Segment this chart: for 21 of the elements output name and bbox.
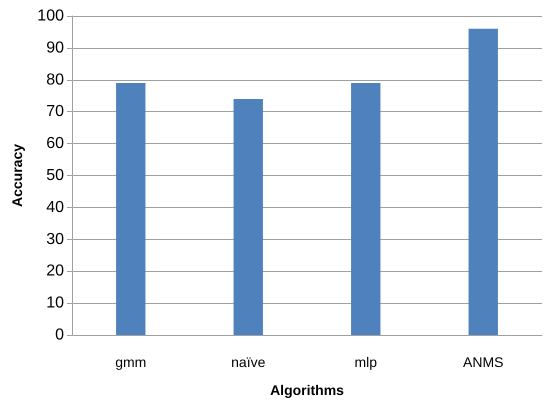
- y-tick-label: 50: [46, 167, 64, 184]
- y-tick-label: 100: [37, 8, 64, 24]
- y-axis-title: Accuracy: [9, 144, 25, 208]
- x-tick-label: naïve: [231, 354, 266, 370]
- y-tick-label: 80: [46, 71, 64, 88]
- x-axis-title: Algorithms: [270, 382, 344, 398]
- x-tick-label: ANMS: [463, 354, 504, 370]
- y-tick-label: 10: [46, 294, 64, 312]
- bar: [234, 98, 263, 335]
- y-tick-label: 0: [55, 326, 64, 344]
- x-tick-label: mlp: [354, 354, 378, 370]
- bar: [116, 82, 146, 335]
- y-tick-label: 30: [46, 230, 64, 248]
- bar: [351, 82, 380, 335]
- x-tick-label: gmm: [115, 354, 146, 370]
- y-tick-label: 60: [46, 135, 64, 152]
- y-tick-label: 70: [46, 103, 64, 120]
- y-tick-label: 90: [46, 39, 64, 56]
- bar: [468, 28, 498, 335]
- y-tick-label: 20: [46, 262, 64, 280]
- y-tick-label: 40: [46, 198, 64, 216]
